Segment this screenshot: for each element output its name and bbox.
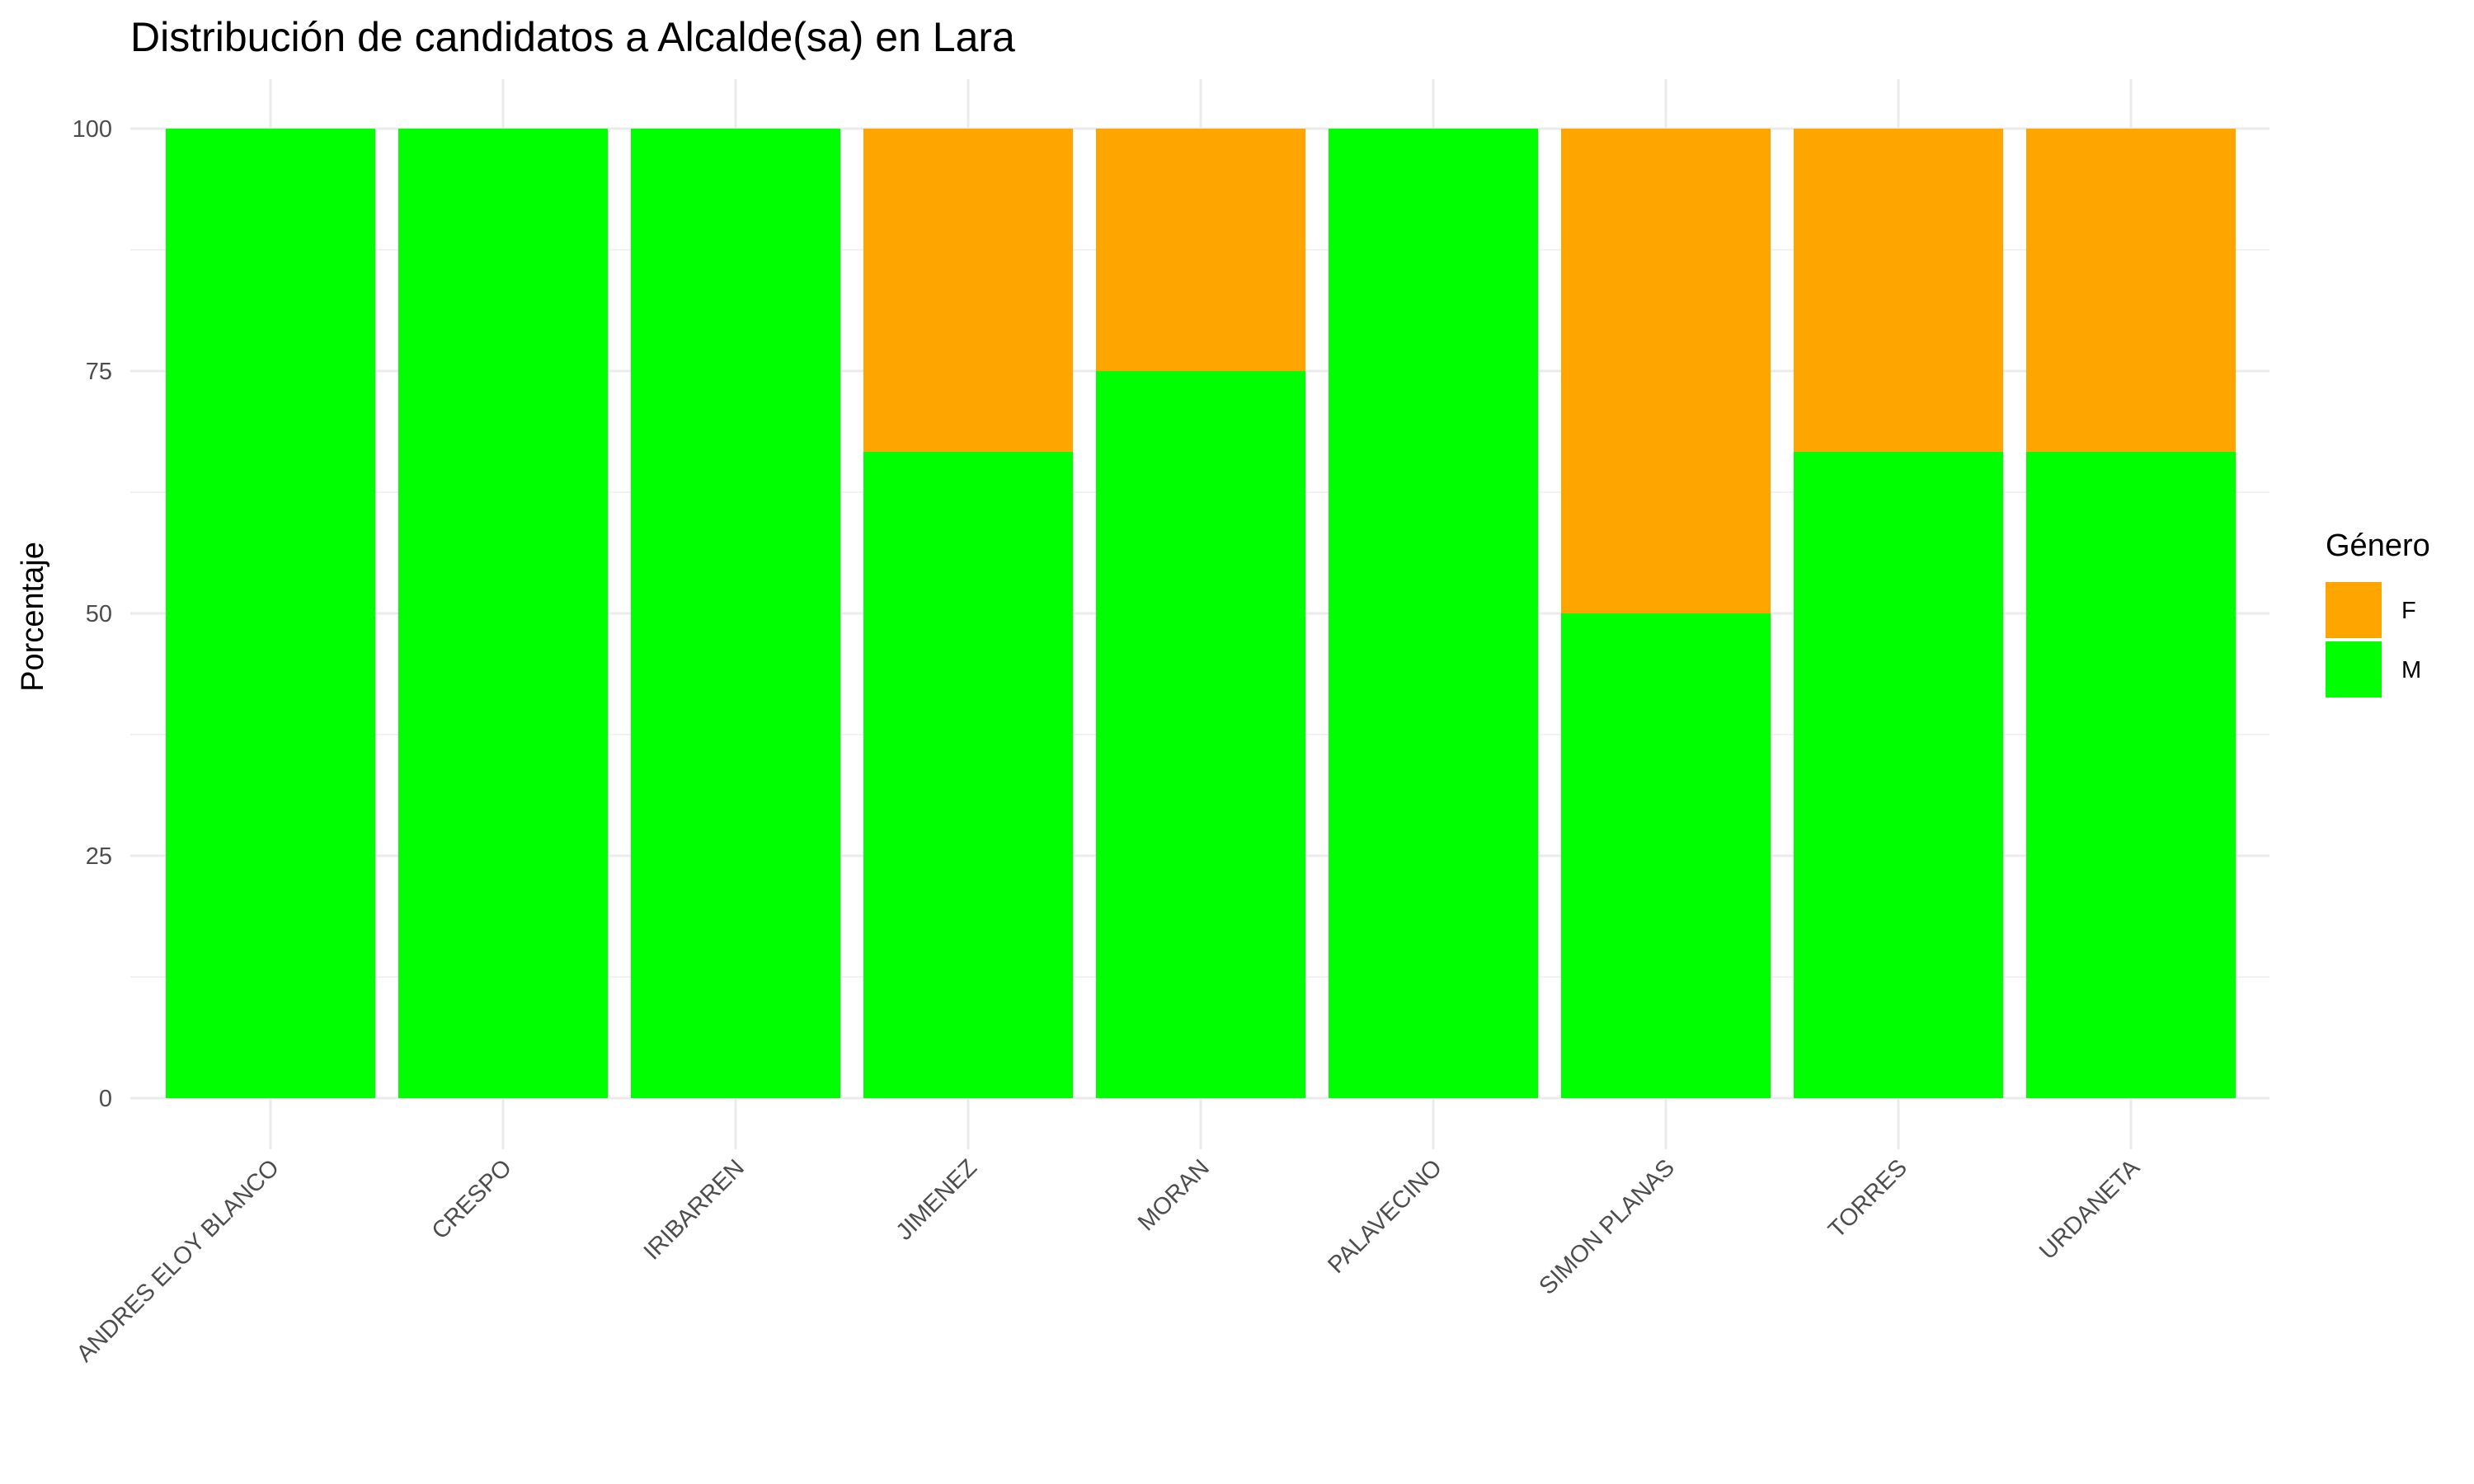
y-tick-label: 25 <box>86 843 112 870</box>
y-tick-label: 0 <box>99 1086 112 1112</box>
y-axis-label: Porcentaje <box>16 542 50 692</box>
x-tick-label: MORAN <box>1133 1154 1215 1236</box>
x-tick-label: JIMENEZ <box>891 1154 982 1245</box>
bar-m-simon-planas <box>1561 613 1771 1098</box>
bar-m-moran <box>1096 371 1305 1098</box>
bar-m-urdaneta <box>2026 451 2236 1098</box>
legend-label-m: M <box>2401 657 2421 683</box>
y-tick-label: 100 <box>73 116 112 143</box>
x-tick-label: IRIBARREN <box>639 1154 750 1265</box>
bar-m-torres <box>1794 451 2003 1098</box>
bar-m-jimenez <box>863 451 1073 1098</box>
y-tick-label: 50 <box>86 601 112 627</box>
legend-key-m <box>2326 641 2382 697</box>
legend-key-f <box>2326 582 2382 638</box>
bar-m-palavecino <box>1329 129 1538 1098</box>
x-tick-label: PALAVECINO <box>1323 1154 1447 1279</box>
bar-m-iribarren <box>631 129 840 1098</box>
bar-f-moran <box>1096 129 1305 371</box>
y-axis-ticks: 0 25 50 75 100 <box>73 116 112 1112</box>
legend-label-f: F <box>2401 598 2416 624</box>
x-tick-label: URDANETA <box>2034 1154 2145 1265</box>
legend: FM <box>2326 582 2421 697</box>
bar-f-simon-planas <box>1561 129 1771 613</box>
x-tick-label: TORRES <box>1823 1154 1912 1243</box>
bar-f-urdaneta <box>2026 129 2236 452</box>
y-tick-label: 75 <box>86 359 112 385</box>
chart-title: Distribución de candidatos a Alcalde(sa)… <box>130 14 1015 60</box>
bar-m-crespo <box>398 129 608 1098</box>
x-tick-label: SIMON PLANAS <box>1534 1154 1679 1299</box>
x-tick-label: ANDRES ELOY BLANCO <box>72 1154 285 1367</box>
bar-m-andres-eloy-blanco <box>166 129 375 1098</box>
x-axis-ticks: ANDRES ELOY BLANCO CRESPO IRIBARREN JIMENEZ… <box>72 1154 2146 1368</box>
bar-f-jimenez <box>863 129 1073 452</box>
bar-f-torres <box>1794 129 2003 452</box>
x-tick-label: CRESPO <box>427 1154 517 1244</box>
legend-title: Género <box>2326 528 2430 563</box>
bars <box>166 129 2236 1098</box>
